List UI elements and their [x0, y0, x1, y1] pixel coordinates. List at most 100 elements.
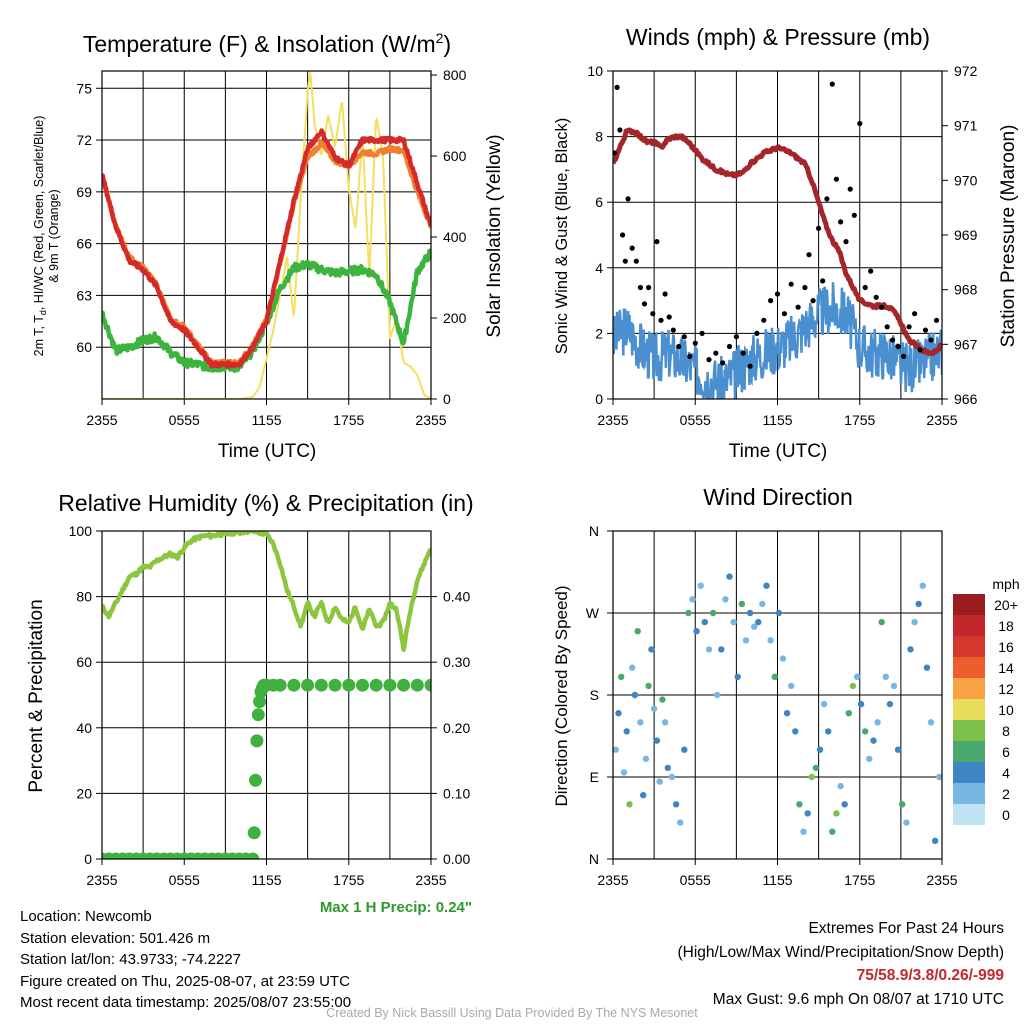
y-tick-label: 8	[595, 129, 603, 145]
gust-point	[622, 258, 628, 264]
legend-label: 16	[998, 639, 1014, 655]
gust-point	[726, 343, 733, 350]
gust-point	[614, 84, 620, 90]
wind-ticks: 0 2 4 6 8 10 966 967 968 969 970 971 972 2355 0555 1155…	[587, 63, 977, 428]
info-latlon: Station lat/lon: 43.9733; -74.2227	[20, 951, 242, 968]
x-tick-label: 2355	[86, 412, 117, 428]
gust-point	[810, 298, 816, 304]
gust-point	[928, 337, 934, 343]
y-tick-label: 40	[76, 720, 92, 736]
gust-point	[829, 81, 835, 87]
legend-label: 10	[998, 702, 1014, 718]
gust-point	[706, 357, 712, 363]
direction-point	[634, 628, 641, 635]
direction-point	[705, 646, 713, 653]
direction-point	[629, 664, 636, 671]
gust-point	[922, 327, 929, 333]
direction-point	[645, 682, 652, 690]
legend-swatch	[953, 615, 985, 636]
gust-point	[788, 281, 794, 287]
direction-point	[709, 609, 717, 617]
y-tick-label: 63	[76, 287, 92, 303]
x-tick-label: 2355	[597, 872, 628, 888]
legend-label: 2	[1002, 786, 1010, 802]
gust-point	[857, 120, 863, 127]
legend-swatch	[953, 741, 985, 762]
gust-point	[806, 252, 812, 258]
temp-grid	[102, 71, 431, 399]
x-tick-label: 1155	[251, 412, 281, 428]
temp-ylabel-line1: 2m T, Td, HI/WC (Red, Green, Scarlet/Blu…	[32, 116, 48, 357]
x-tick-label: 2355	[415, 872, 446, 888]
gust-point	[912, 311, 918, 317]
info-elevation: Station elevation: 501.426 m	[20, 929, 211, 947]
direction-point	[738, 600, 746, 608]
gust-point	[917, 347, 923, 353]
direction-point	[771, 673, 778, 680]
direction-point	[759, 600, 766, 608]
y2-tick-label: 968	[954, 282, 978, 298]
direction-point	[890, 682, 898, 690]
direction-point	[751, 623, 758, 630]
gust-point	[802, 284, 808, 291]
y2-tick-label: 0.20	[443, 720, 470, 736]
gust-point	[820, 278, 826, 284]
x-tick-label: 1155	[251, 872, 281, 888]
precip-point	[356, 678, 369, 692]
direction-point	[618, 673, 625, 680]
precip-point	[249, 773, 262, 787]
gust-point	[687, 353, 693, 359]
legend-swatch	[953, 678, 985, 699]
rh-title: Relative Humidity (%) & Precipitation (i…	[58, 490, 473, 516]
gust-point	[884, 324, 890, 330]
credit-line: Created By Nick Bassill Using Data Provi…	[326, 1006, 698, 1020]
precip-point	[251, 708, 265, 722]
gust-point	[761, 317, 767, 323]
gust-point	[843, 239, 849, 245]
precip-point	[328, 678, 342, 692]
gust-point	[662, 291, 668, 297]
wind-ylabel-right: Station Pressure (Maroon)	[998, 125, 1019, 348]
rh-series	[102, 531, 431, 859]
direction-point	[841, 801, 848, 808]
x-tick-label: 0555	[680, 412, 711, 428]
direction-point	[668, 773, 676, 781]
gust-point	[895, 343, 901, 350]
gust-point	[795, 304, 801, 310]
direction-point	[808, 773, 815, 781]
dir-panel: Wind Direction N E S W N 2355 0555 1155 1755 2355…	[552, 484, 1020, 888]
direction-point	[701, 618, 708, 626]
dir-speed-legend: 20+ 18 16 14 12 10 8 6 4 2 0	[953, 594, 1018, 825]
direction-point	[812, 764, 820, 772]
x-tick-label: 2355	[926, 412, 957, 428]
dir-series	[613, 573, 942, 844]
dir-ticks: N E S W N 2355 0555 1155 1755 2355	[586, 523, 958, 888]
temp-series	[102, 72, 431, 399]
direction-point	[763, 582, 770, 589]
direction-point	[915, 600, 922, 608]
info-created: Figure created on Thu, 2025-08-07, at 23…	[20, 972, 350, 990]
direction-point	[866, 755, 873, 762]
gust-point	[838, 219, 844, 225]
x-tick-label: 2355	[86, 872, 117, 888]
gust-point	[633, 258, 639, 264]
legend-label: 6	[1002, 744, 1010, 760]
y2-tick-label: 971	[954, 118, 978, 134]
direction-point	[661, 719, 669, 726]
y2-tick-label: 0.30	[443, 654, 470, 670]
y2-tick-label: 0.00	[443, 851, 470, 867]
direction-point	[775, 609, 783, 617]
x-tick-label: 1755	[333, 412, 364, 428]
rh-ylabel-left: Percent & Precipitation	[26, 599, 47, 792]
gust-point	[862, 284, 868, 291]
y2-tick-label: 0	[443, 391, 451, 407]
extremes-legend: (High/Low/Max Wind/Precipitation/Snow De…	[677, 943, 1005, 961]
legend-swatch	[953, 636, 985, 657]
direction-point	[681, 746, 688, 753]
y-tick-label: N	[589, 523, 599, 539]
direction-point	[899, 801, 906, 808]
y2-tick-label: 0.10	[443, 785, 470, 801]
x-tick-label: 1755	[844, 872, 875, 888]
y-tick-label: 80	[76, 589, 92, 605]
